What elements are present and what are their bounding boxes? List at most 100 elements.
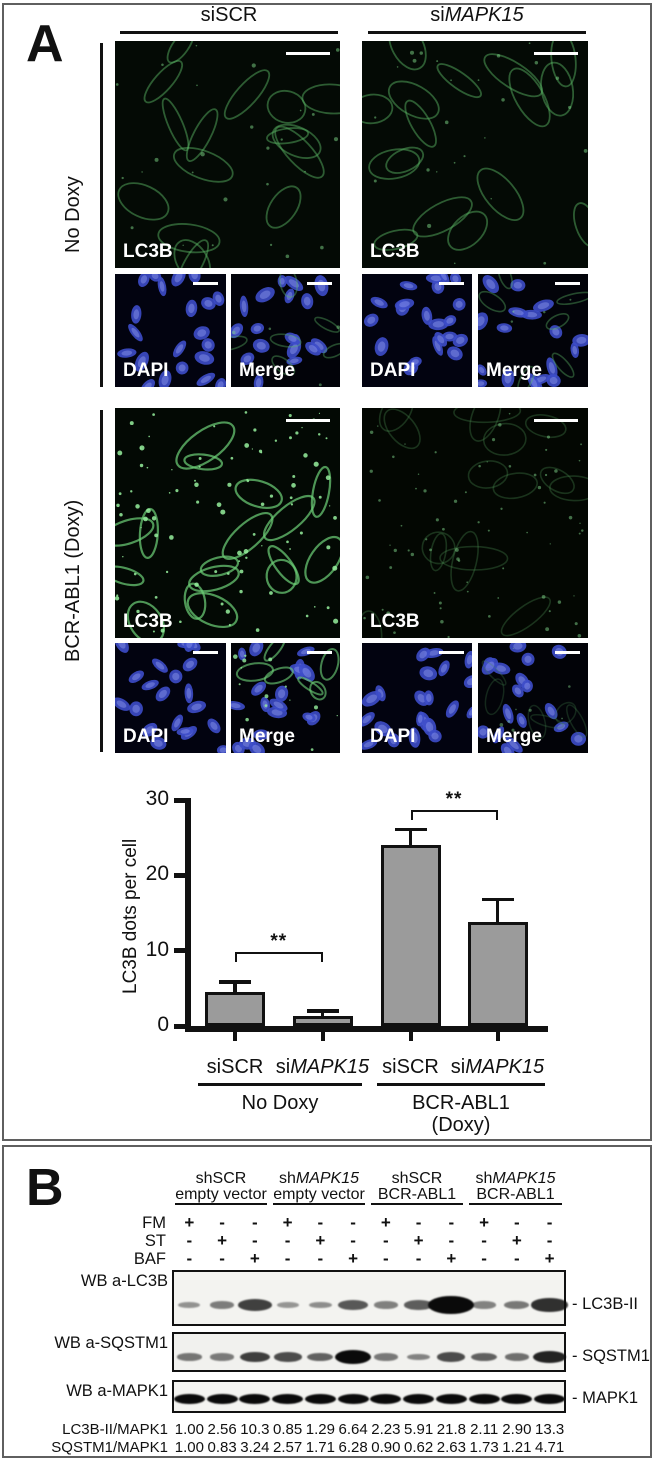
treatment-sign: - — [350, 1231, 356, 1250]
quant-value: 0.85 — [273, 1421, 303, 1438]
micrograph-label: Merge — [239, 726, 295, 747]
protein-band — [472, 1301, 497, 1309]
scale-bar — [193, 651, 218, 654]
blot-box-sqstm1 — [172, 1332, 566, 1372]
quant-value: 2.90 — [502, 1421, 532, 1438]
x-tick-mark — [320, 1032, 325, 1041]
scale-bar — [286, 52, 330, 55]
bar — [380, 845, 441, 1026]
protein-band — [304, 1394, 336, 1404]
micrograph-cells — [115, 411, 340, 638]
lane-group-underline — [371, 1203, 463, 1205]
error-bar-cap — [481, 897, 514, 902]
protein-band — [373, 1301, 398, 1309]
treatment-sign: - — [514, 1249, 520, 1268]
scale-bar — [439, 282, 464, 285]
treatment-sign: - — [219, 1249, 225, 1268]
protein-band — [210, 1353, 235, 1361]
lane-group-header: shMAPK15 — [475, 1170, 556, 1187]
protein-band — [177, 1353, 202, 1361]
protein-band — [428, 1296, 475, 1314]
band-marker-label: - SQSTM1 — [572, 1347, 650, 1365]
lane-group-header: shSCR — [195, 1170, 247, 1187]
protein-band — [173, 1394, 205, 1404]
error-bar-stem — [495, 899, 500, 923]
quant-value: 2.63 — [436, 1439, 466, 1456]
scale-bar — [534, 52, 578, 55]
scale-bar — [307, 651, 332, 654]
treatment-sign: + — [315, 1231, 326, 1250]
protein-band — [501, 1394, 533, 1404]
protein-band — [373, 1353, 398, 1361]
quant-value: 1.29 — [305, 1421, 335, 1438]
protein-band — [534, 1394, 566, 1404]
y-tick-label: 30 — [145, 787, 169, 811]
micrograph-dapi-simapk15-doxy: DAPI — [362, 643, 472, 753]
x-tick-mark — [408, 1032, 413, 1041]
quant-row-label: LC3B-II/MAPK1 — [62, 1421, 168, 1438]
quant-value: 10.3 — [240, 1421, 270, 1438]
row-bracket-bcr-abl1 — [100, 410, 103, 752]
micrograph-merge-simapk15-nodoxy: Merge — [478, 274, 588, 387]
treatment-sign: - — [186, 1231, 193, 1250]
column-header: siSCR — [200, 4, 258, 26]
y-tick-mark — [174, 872, 185, 878]
treatment-label: ST — [144, 1232, 166, 1250]
treatment-sign: + — [184, 1213, 195, 1232]
micrograph-cells — [117, 274, 226, 387]
quant-value: 1.71 — [305, 1439, 335, 1456]
lane-group-underline — [273, 1203, 365, 1205]
protein-band — [530, 1298, 569, 1312]
protein-band — [178, 1301, 201, 1309]
significance-label: ** — [270, 931, 288, 953]
treatment-sign: + — [249, 1249, 260, 1268]
treatment-sign: + — [217, 1231, 228, 1250]
micrograph-merge-siscr-doxy: Merge — [231, 643, 340, 753]
protein-band — [309, 1301, 332, 1309]
quant-value: 1.21 — [502, 1439, 532, 1456]
quant-value: 1.00 — [174, 1421, 204, 1438]
column-header-underline — [120, 31, 338, 34]
y-tick-label: 10 — [145, 937, 169, 961]
group-label: (Doxy) — [431, 1114, 491, 1136]
lane-group-header: shSCR — [391, 1170, 443, 1187]
x-category-label: siMAPK15 — [450, 1056, 545, 1078]
quant-value: 0.83 — [207, 1439, 237, 1456]
protein-band — [307, 1352, 334, 1362]
quant-value: 4.71 — [535, 1439, 565, 1456]
quant-value: 1.73 — [469, 1439, 499, 1456]
quant-value: 13.3 — [535, 1421, 565, 1438]
protein-band — [338, 1300, 369, 1310]
quant-value: 2.11 — [470, 1421, 499, 1438]
lane-group-subheader: BCR-ABL1 — [476, 1186, 555, 1203]
treatment-sign: - — [350, 1213, 356, 1232]
protein-band — [404, 1300, 434, 1310]
quant-value: 0.90 — [371, 1439, 401, 1456]
treatment-sign: - — [415, 1249, 422, 1268]
treatment-sign: - — [252, 1231, 258, 1250]
micrograph-label: DAPI — [370, 726, 416, 747]
protein-band — [468, 1394, 500, 1404]
quant-value: 5.91 — [404, 1421, 434, 1438]
group-label: No Doxy — [241, 1092, 319, 1114]
lane-group-underline — [469, 1203, 562, 1205]
treatment-sign: - — [448, 1213, 455, 1232]
x-category-label: siMAPK15 — [275, 1056, 370, 1078]
scale-bar — [534, 419, 578, 422]
wb-label: WB a-MAPK1 — [66, 1382, 168, 1400]
micrograph-cells — [362, 647, 472, 750]
lane-group-underline — [175, 1203, 267, 1205]
x-category-label: siSCR — [382, 1056, 439, 1078]
quant-value: 1.00 — [174, 1439, 204, 1456]
treatment-sign: + — [413, 1231, 424, 1250]
bar — [292, 1016, 353, 1026]
protein-band — [237, 1299, 273, 1311]
treatment-sign: + — [348, 1249, 359, 1268]
quant-value: 2.56 — [207, 1421, 237, 1438]
micrograph-label: Merge — [486, 726, 542, 747]
treatment-sign: - — [317, 1249, 324, 1268]
wb-label: WB a-SQSTM1 — [54, 1334, 168, 1352]
column-header: siMAPK15 — [430, 4, 524, 26]
micrograph-cells — [478, 274, 588, 387]
x-axis-line — [185, 1026, 548, 1032]
